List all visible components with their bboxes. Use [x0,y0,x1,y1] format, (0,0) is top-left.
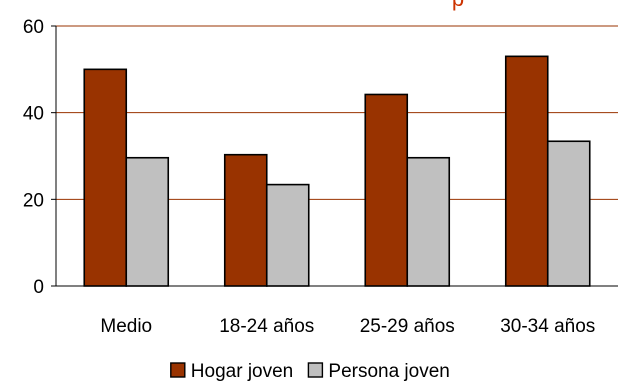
x-category-labels: Medio 18-24 años 25-29 años 30-34 años [100,316,595,337]
x-category-label: 25-29 años [360,316,455,337]
bars [84,56,590,286]
bar-hogar-joven-3 [506,56,548,286]
x-category-label: Medio [100,316,152,337]
bar-persona-joven-3 [548,141,590,286]
legend-swatch [171,363,185,377]
y-tick-label: 40 [23,104,44,125]
bar-persona-joven-1 [267,185,309,286]
bar-persona-joven-0 [126,158,168,286]
x-category-label: 30-34 años [500,316,595,337]
y-tick-label: 0 [33,277,44,298]
y-tick-label: 20 [23,190,44,211]
bar-hogar-joven-2 [365,94,407,286]
legend-swatch [308,363,322,377]
legend-label: Persona joven [328,361,449,382]
legend: Hogar joven Persona joven [171,361,450,382]
x-category-label: 18-24 años [219,316,314,337]
y-tick-labels: 0 20 40 60 [23,17,44,298]
bar-persona-joven-2 [407,158,449,286]
chart-title: p [452,0,464,11]
bar-hogar-joven-1 [225,155,267,286]
y-tick-label: 60 [23,17,44,38]
legend-label: Hogar joven [191,361,293,382]
bar-hogar-joven-0 [84,69,126,286]
